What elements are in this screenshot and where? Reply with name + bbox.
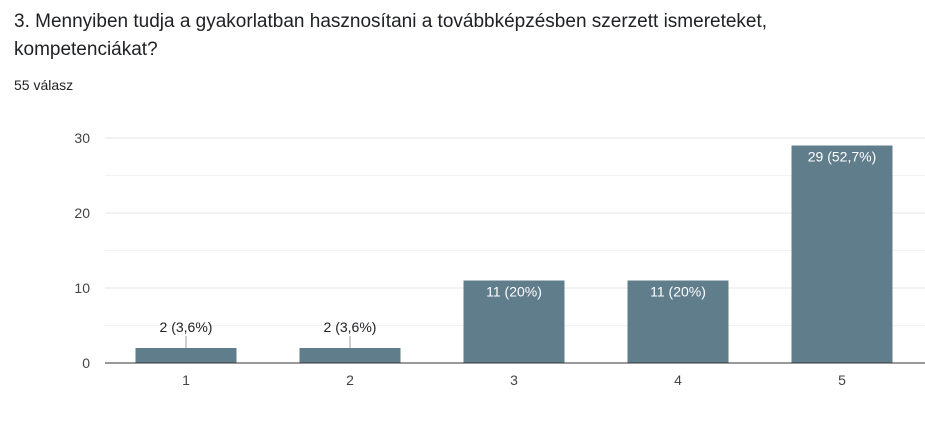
data-label: 29 (52,7%) — [808, 149, 876, 165]
x-tick-label: 4 — [674, 372, 682, 388]
x-tick-label: 3 — [510, 372, 518, 388]
x-tick-label: 2 — [346, 372, 354, 388]
bar-2 — [299, 348, 401, 363]
bar-3 — [463, 280, 565, 363]
data-label: 2 (3,6%) — [324, 319, 377, 335]
y-tick-label: 30 — [74, 130, 90, 146]
response-count: 55 válasz — [14, 77, 74, 93]
data-label: 11 (20%) — [486, 284, 542, 300]
question-title: 3. Mennyiben tudja a gyakorlatban haszno… — [14, 11, 768, 60]
bar-1 — [135, 348, 237, 363]
y-tick-label: 0 — [82, 355, 90, 371]
y-tick-label: 10 — [74, 280, 90, 296]
bar-5 — [791, 145, 893, 363]
data-label: 2 (3,6%) — [160, 319, 213, 335]
x-tick-label: 5 — [838, 372, 846, 388]
data-label: 11 (20%) — [650, 284, 706, 300]
x-tick-label: 1 — [182, 372, 190, 388]
y-tick-label: 20 — [74, 205, 90, 221]
bar-4 — [627, 280, 729, 363]
